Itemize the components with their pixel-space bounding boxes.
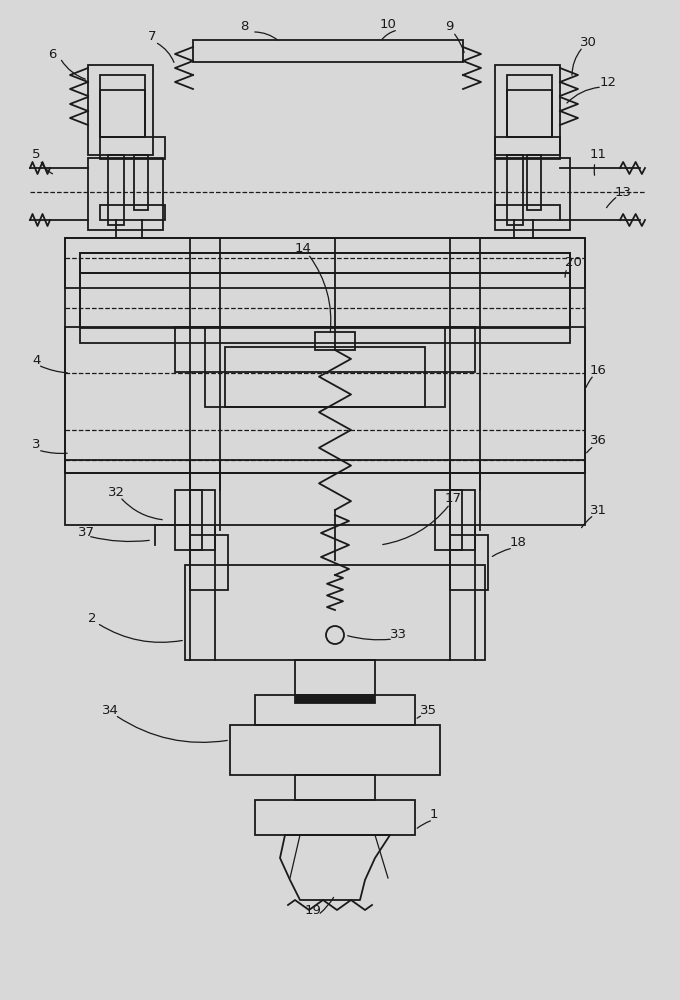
Text: 18: 18 xyxy=(510,536,527,550)
Text: 10: 10 xyxy=(380,18,397,31)
Bar xyxy=(80,273,570,328)
FancyArrowPatch shape xyxy=(61,60,86,79)
Bar xyxy=(190,535,228,590)
FancyArrowPatch shape xyxy=(607,198,616,208)
Bar xyxy=(295,695,375,703)
Bar xyxy=(435,490,475,550)
Text: 32: 32 xyxy=(108,486,125,498)
Bar xyxy=(295,775,375,800)
FancyArrowPatch shape xyxy=(41,366,67,373)
Text: 13: 13 xyxy=(615,186,632,198)
FancyArrowPatch shape xyxy=(99,624,182,642)
Bar xyxy=(88,65,153,155)
FancyArrowPatch shape xyxy=(417,716,420,718)
Bar xyxy=(65,238,585,473)
Text: 11: 11 xyxy=(590,148,607,161)
Text: 7: 7 xyxy=(148,30,156,43)
FancyArrowPatch shape xyxy=(255,32,278,40)
Bar xyxy=(295,660,375,695)
Text: 33: 33 xyxy=(390,629,407,642)
FancyArrowPatch shape xyxy=(417,821,430,828)
Bar xyxy=(450,490,462,550)
Bar xyxy=(225,347,425,407)
FancyArrowPatch shape xyxy=(587,448,592,453)
Text: 1: 1 xyxy=(430,808,439,822)
Bar xyxy=(495,205,560,220)
Text: 14: 14 xyxy=(295,241,312,254)
Text: 35: 35 xyxy=(420,704,437,716)
FancyArrowPatch shape xyxy=(90,537,149,542)
Text: 8: 8 xyxy=(240,20,248,33)
Bar xyxy=(495,65,560,155)
Text: 31: 31 xyxy=(590,504,607,516)
Text: 17: 17 xyxy=(445,491,462,504)
Bar xyxy=(205,327,445,407)
Text: 3: 3 xyxy=(32,438,41,452)
Text: 19: 19 xyxy=(305,904,322,916)
Text: 20: 20 xyxy=(565,255,582,268)
Bar xyxy=(185,565,485,660)
FancyArrowPatch shape xyxy=(309,256,331,332)
Text: 2: 2 xyxy=(88,611,97,624)
Bar xyxy=(108,155,124,225)
FancyArrowPatch shape xyxy=(567,87,599,103)
FancyArrowPatch shape xyxy=(320,897,334,913)
Bar xyxy=(230,725,440,775)
Bar xyxy=(527,155,541,210)
Bar xyxy=(507,155,523,225)
Text: 5: 5 xyxy=(32,148,41,161)
Bar xyxy=(65,327,585,473)
FancyArrowPatch shape xyxy=(572,49,581,75)
FancyArrowPatch shape xyxy=(581,517,592,528)
Bar xyxy=(495,158,570,230)
Text: 34: 34 xyxy=(102,704,119,716)
FancyArrowPatch shape xyxy=(455,34,464,52)
FancyArrowPatch shape xyxy=(492,549,510,556)
FancyArrowPatch shape xyxy=(158,43,174,62)
Bar xyxy=(507,90,552,137)
Bar xyxy=(255,695,415,725)
Bar xyxy=(175,327,475,372)
Bar xyxy=(450,535,488,590)
Text: 6: 6 xyxy=(48,48,56,62)
Text: 36: 36 xyxy=(590,434,607,446)
FancyArrowPatch shape xyxy=(383,506,448,545)
Bar xyxy=(100,137,165,159)
Text: 12: 12 xyxy=(600,76,617,89)
Bar xyxy=(134,155,148,210)
FancyArrowPatch shape xyxy=(122,499,163,520)
Bar xyxy=(255,800,415,835)
Bar xyxy=(80,253,570,343)
Bar xyxy=(65,460,585,525)
Bar xyxy=(190,490,202,550)
Bar xyxy=(495,137,560,159)
Text: 4: 4 xyxy=(32,354,40,366)
FancyArrowPatch shape xyxy=(41,163,52,174)
Text: 37: 37 xyxy=(78,526,95,538)
FancyArrowPatch shape xyxy=(381,31,395,40)
Bar xyxy=(88,158,163,230)
Bar xyxy=(100,205,165,220)
FancyArrowPatch shape xyxy=(586,377,592,387)
Bar xyxy=(80,253,570,273)
FancyArrowPatch shape xyxy=(565,271,566,277)
FancyArrowPatch shape xyxy=(118,717,227,742)
FancyArrowPatch shape xyxy=(347,636,390,640)
Bar xyxy=(100,90,145,137)
Bar xyxy=(65,238,585,288)
Bar xyxy=(100,75,145,137)
Bar xyxy=(315,332,355,350)
Bar xyxy=(507,75,552,137)
Bar xyxy=(193,40,463,62)
Bar xyxy=(175,490,215,550)
Text: 9: 9 xyxy=(445,20,454,33)
FancyArrowPatch shape xyxy=(41,451,67,453)
Text: 16: 16 xyxy=(590,363,607,376)
Text: 30: 30 xyxy=(580,35,597,48)
